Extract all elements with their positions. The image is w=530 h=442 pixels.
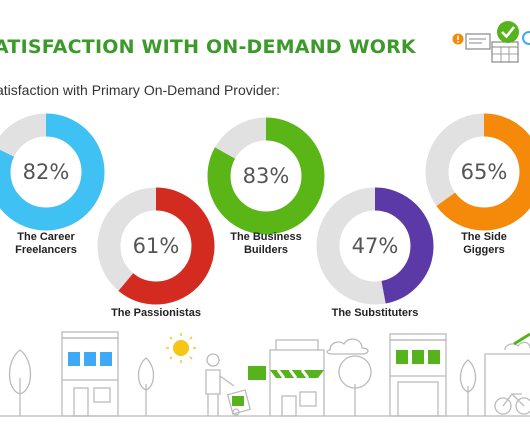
sun-icon — [166, 333, 196, 363]
donut-category-label: The Career — [17, 231, 75, 243]
donut-value-label: 82% — [23, 160, 70, 184]
donut-value-label: 83% — [243, 164, 290, 188]
donut-arc — [0, 113, 105, 231]
window-group — [396, 350, 440, 364]
donut-category-label: Freelancers — [15, 244, 77, 256]
building-edge — [484, 353, 530, 416]
donut-category-label: Builders — [244, 244, 288, 256]
chart-subtitle: atisfaction with Primary On-Demand Provi… — [0, 82, 280, 98]
tree-icon — [137, 357, 155, 416]
bicycle-icon — [494, 393, 530, 415]
window-group — [68, 352, 112, 366]
donut-arc — [97, 187, 215, 305]
building-icon — [61, 331, 119, 417]
donut-category-label: Giggers — [463, 244, 505, 256]
donut-value-label: 61% — [133, 234, 180, 258]
tree-icon — [8, 349, 32, 416]
tree-icon — [459, 359, 477, 416]
cloud-icon — [504, 341, 530, 351]
alert-icon — [452, 33, 491, 50]
cloud-icon — [326, 338, 369, 355]
page-title: ATISFACTION WITH ON-DEMAND WORK — [0, 36, 416, 58]
package — [232, 396, 244, 406]
donut-arc — [316, 187, 434, 305]
donut-category-label: The Side — [461, 231, 507, 243]
donut-arc — [207, 117, 325, 235]
sign — [248, 366, 266, 380]
street-scene-illustration — [0, 331, 530, 417]
donut-category-label: The Substituters — [332, 307, 419, 319]
donut-arc — [425, 113, 530, 231]
tree-icon — [338, 355, 372, 416]
donut-4: 47% The Substituters — [316, 187, 434, 319]
storefront-icon — [269, 339, 325, 417]
checkmark-badge-icon — [497, 21, 530, 45]
donut-category-label: The Business — [230, 231, 302, 243]
building-icon — [389, 333, 447, 417]
header-logo — [452, 21, 530, 63]
donut-value-label: 65% — [461, 160, 508, 184]
donut-2: 61% The Passionistas — [97, 187, 215, 319]
donut-value-label: 47% — [352, 234, 399, 258]
delivery-person-icon — [205, 353, 252, 416]
donut-category-label: The Passionistas — [111, 307, 201, 319]
